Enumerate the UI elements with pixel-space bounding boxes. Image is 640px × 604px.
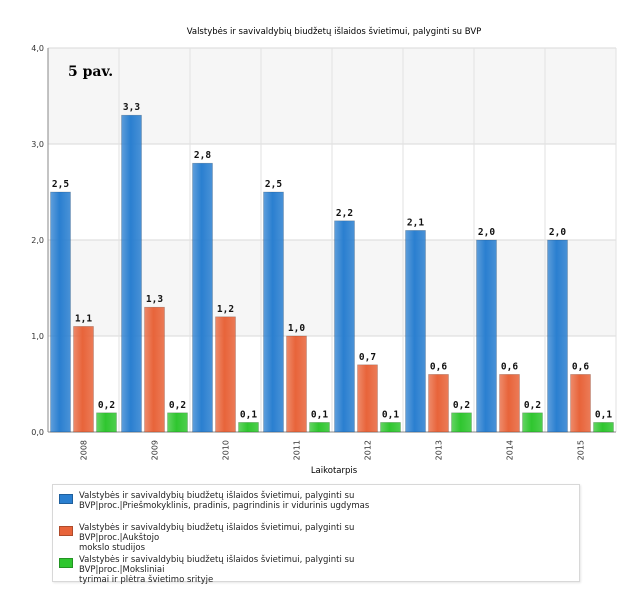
x-axis-label: Laikotarpis <box>311 466 358 476</box>
bar <box>167 412 188 433</box>
x-tick-label: 2015 <box>577 440 586 460</box>
legend-label-line: tyrimai ir plėtra švietimo srityje <box>79 575 214 585</box>
legend-label-line: Valstybės ir savivaldybių biudžetų išlai… <box>79 491 355 501</box>
y-tick-label: 4,0 <box>31 44 44 53</box>
legend-label-line: BVP|proc.|Priešmokyklinis, pradinis, pag… <box>79 501 370 511</box>
bar <box>144 306 165 433</box>
data-label: 1,3 <box>146 294 163 305</box>
data-label: 0,1 <box>240 409 257 420</box>
bar <box>547 239 568 433</box>
x-tick-label: 2010 <box>222 440 231 460</box>
data-label: 2,0 <box>549 227 566 238</box>
x-tick-label: 2012 <box>364 440 373 460</box>
bar <box>593 422 614 433</box>
data-label: 3,3 <box>123 102 140 113</box>
y-tick-label: 2,0 <box>31 236 44 245</box>
bar <box>570 374 591 433</box>
data-label: 0,6 <box>501 361 518 372</box>
bar <box>121 114 142 433</box>
bar <box>451 412 472 433</box>
bar <box>238 422 259 433</box>
data-label: 0,2 <box>98 400 115 411</box>
data-label: 0,2 <box>453 400 470 411</box>
data-label: 2,2 <box>336 208 353 219</box>
bar <box>286 335 307 433</box>
legend-label-line: Valstybės ir savivaldybių biudžetų išlai… <box>79 555 355 575</box>
data-label: 0,6 <box>572 361 589 372</box>
bar <box>380 422 401 433</box>
x-tick-label: 2014 <box>506 440 515 460</box>
data-label: 2,1 <box>407 217 424 228</box>
data-label: 1,0 <box>288 323 305 334</box>
data-label: 0,2 <box>524 400 541 411</box>
y-tick-label: 0,0 <box>31 428 44 437</box>
data-label: 0,2 <box>169 400 186 411</box>
legend-label: Valstybės ir savivaldybių biudžetų išlai… <box>79 523 379 553</box>
legend-item-2[interactable]: Valstybės ir savivaldybių biudžetų išlai… <box>59 523 379 553</box>
x-tick-label: 2013 <box>435 440 444 460</box>
legend-label: Valstybės ir savivaldybių biudžetų išlai… <box>79 491 379 511</box>
x-tick-label: 2009 <box>151 440 160 460</box>
chart-title: Valstybės ir savivaldybių biudžetų išlai… <box>187 26 482 37</box>
bar <box>50 191 71 433</box>
data-label: 0,1 <box>595 409 612 420</box>
data-label: 0,6 <box>430 361 447 372</box>
x-tick-label: 2011 <box>293 440 302 460</box>
legend-swatch-green <box>59 558 73 568</box>
legend: Valstybės ir savivaldybių biudžetų išlai… <box>52 484 580 585</box>
data-label: 2,5 <box>265 179 282 190</box>
legend-label: Valstybės ir savivaldybių biudžetų išlai… <box>79 555 379 585</box>
bar <box>96 412 117 433</box>
plot-area: 0,0 1,0 2,0 3,0 4,0 2,5 1,1 0,2 2008 3,3 1,3 0,2 200… <box>31 44 617 460</box>
x-tick-label: 2008 <box>80 440 89 460</box>
bar <box>428 374 449 433</box>
bar <box>192 162 213 433</box>
bar <box>357 364 378 433</box>
data-label: 2,8 <box>194 150 211 161</box>
bar <box>215 316 236 433</box>
legend-label-line: Valstybės ir savivaldybių biudžetų išlai… <box>79 523 355 543</box>
bar <box>73 326 94 433</box>
bar <box>405 230 426 433</box>
legend-label-line: mokslo studijos <box>79 543 145 553</box>
data-label: 0,1 <box>311 409 328 420</box>
legend-item-3[interactable]: Valstybės ir savivaldybių biudžetų išlai… <box>59 555 379 585</box>
bar <box>499 374 520 433</box>
data-label: 0,1 <box>382 409 399 420</box>
y-tick-label: 1,0 <box>31 332 44 341</box>
legend-swatch-orange <box>59 526 73 536</box>
figure-annotation: 5 pav. <box>68 64 113 80</box>
bar <box>522 412 543 433</box>
bar <box>263 191 284 433</box>
data-label: 1,1 <box>75 313 92 324</box>
legend-item-1[interactable]: Valstybės ir savivaldybių biudžetų išlai… <box>59 491 379 511</box>
y-tick-label: 3,0 <box>31 140 44 149</box>
data-label: 2,0 <box>478 227 495 238</box>
bar <box>334 220 355 433</box>
legend-swatch-blue <box>59 494 73 504</box>
data-label: 2,5 <box>52 179 69 190</box>
data-label: 0,7 <box>359 352 376 363</box>
bar <box>309 422 330 433</box>
data-label: 1,2 <box>217 304 234 315</box>
bar <box>476 239 497 433</box>
